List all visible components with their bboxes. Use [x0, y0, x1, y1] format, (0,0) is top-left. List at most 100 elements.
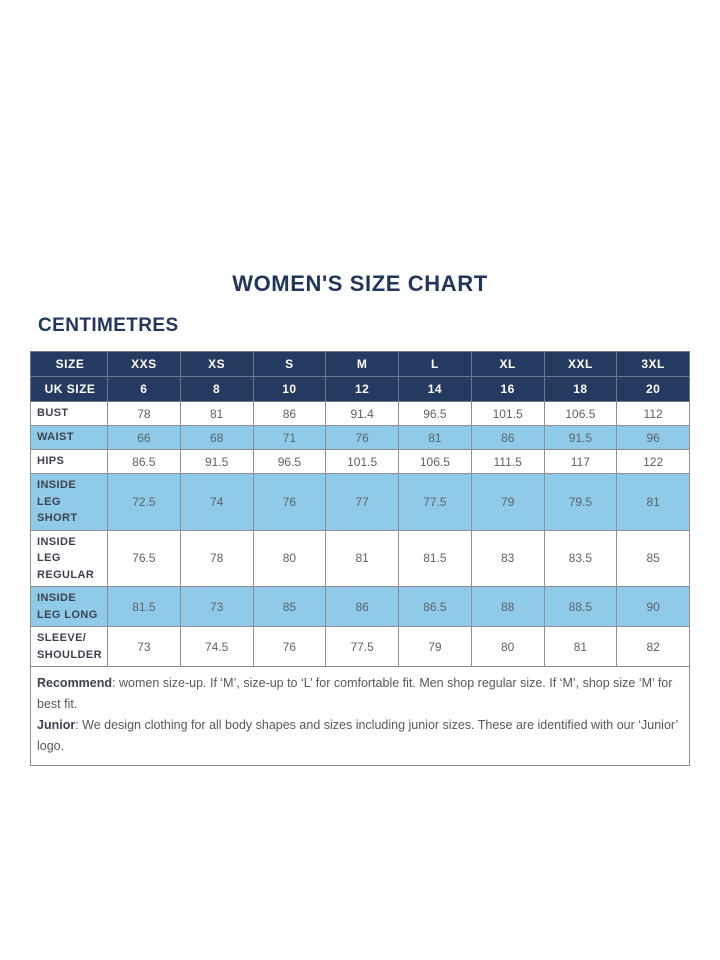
header-row: SIZE XXS XS S M L XL XXL 3XL: [30, 351, 690, 377]
size-value: 79: [398, 626, 472, 667]
size-value: L: [398, 351, 472, 377]
size-value: 83: [470, 529, 545, 587]
size-value: 76.5: [107, 529, 181, 587]
note-junior: Junior: We design clothing for all body …: [37, 715, 679, 757]
size-value: 96.5: [252, 449, 327, 474]
note-recommend-text: : women size-up. If ‘M’, size-up to ‘L’ …: [37, 676, 673, 711]
size-value: 88: [470, 586, 545, 627]
notes-row: Recommend: women size-up. If ‘M’, size-u…: [30, 666, 690, 766]
notes-cell: Recommend: women size-up. If ‘M’, size-u…: [30, 666, 690, 766]
size-value: 88.5: [543, 586, 618, 627]
size-value: 86.5: [398, 586, 472, 627]
size-value: 20: [616, 376, 690, 402]
row-label: SLEEVE/ SHOULDER: [30, 626, 108, 667]
size-value: 73: [179, 586, 254, 627]
page-title: WOMEN'S SIZE CHART: [232, 271, 488, 296]
size-value: 91.4: [325, 401, 399, 426]
size-value: 85: [616, 529, 690, 587]
row-label: INSIDE LEG LONG: [30, 586, 108, 627]
size-value: 106.5: [543, 401, 618, 426]
size-row: INSIDE LEG REGULAR 76.5 78 80 81 81.5 83 83.5 85: [30, 529, 690, 587]
size-value: 86: [252, 401, 327, 426]
size-chart-table: SIZE XXS XS S M L XL XXL 3XL UK SIZE 6 8 10 12 14 16 18 2…: [30, 351, 690, 766]
size-value: 78: [179, 529, 254, 587]
size-value: 91.5: [179, 449, 254, 474]
row-label: SIZE: [30, 351, 108, 377]
size-value: 81.5: [398, 529, 472, 587]
size-value: 96.5: [398, 401, 472, 426]
size-value: 14: [398, 376, 472, 402]
note-junior-label: Junior: [37, 718, 76, 732]
size-value: 82: [616, 626, 690, 667]
size-value: 81: [616, 473, 690, 531]
size-value: 81: [543, 626, 618, 667]
size-value: 74.5: [179, 626, 254, 667]
size-value: 86: [470, 425, 545, 450]
size-value: 6: [107, 376, 181, 402]
size-value: 101.5: [470, 401, 545, 426]
size-value: 66: [107, 425, 181, 450]
size-value: XXL: [543, 351, 618, 377]
size-value: 3XL: [616, 351, 690, 377]
size-value: 77.5: [325, 626, 399, 667]
size-value: 71: [252, 425, 327, 450]
size-row: SLEEVE/ SHOULDER 73 74.5 76 77.5 79 80 81 82: [30, 626, 690, 667]
size-value: 76: [325, 425, 399, 450]
size-value: 122: [616, 449, 690, 474]
size-value: 78: [107, 401, 181, 426]
size-value: 77: [325, 473, 399, 531]
size-value: 81: [398, 425, 472, 450]
size-value: 79: [470, 473, 545, 531]
size-value: 106.5: [398, 449, 472, 474]
size-value: 76: [252, 473, 327, 531]
row-label: WAIST: [30, 425, 108, 450]
size-value: 81.5: [107, 586, 181, 627]
size-value: 18: [543, 376, 618, 402]
size-value: 12: [325, 376, 399, 402]
size-value: 80: [252, 529, 327, 587]
size-value: 90: [616, 586, 690, 627]
size-row: HIPS 86.5 91.5 96.5 101.5 106.5 111.5 117 122: [30, 449, 690, 474]
size-value: 85: [252, 586, 327, 627]
size-value: 68: [179, 425, 254, 450]
size-value: 86: [325, 586, 399, 627]
size-row: INSIDE LEG SHORT 72.5 74 76 77 77.5 79 79.5 81: [30, 473, 690, 531]
size-value: 111.5: [470, 449, 545, 474]
row-label: HIPS: [30, 449, 108, 474]
size-value: 72.5: [107, 473, 181, 531]
size-value: 74: [179, 473, 254, 531]
header-row: UK SIZE 6 8 10 12 14 16 18 20: [30, 376, 690, 402]
size-value: 86.5: [107, 449, 181, 474]
row-label: BUST: [30, 401, 108, 426]
row-label: UK SIZE: [30, 376, 108, 402]
size-value: 80: [470, 626, 545, 667]
size-value: 101.5: [325, 449, 399, 474]
size-value: S: [252, 351, 327, 377]
size-chart-body: SIZE XXS XS S M L XL XXL 3XL UK SIZE 6 8 10 12 14 16 18 2…: [30, 351, 690, 667]
size-value: XL: [470, 351, 545, 377]
size-value: 83.5: [543, 529, 618, 587]
note-recommend-label: Recommend: [37, 676, 113, 690]
size-value: 77.5: [398, 473, 472, 531]
units-label: CENTIMETRES: [38, 315, 179, 336]
size-value: 16: [470, 376, 545, 402]
row-label: INSIDE LEG REGULAR: [30, 529, 108, 587]
size-chart-footnotes: Recommend: women size-up. If ‘M’, size-u…: [30, 666, 690, 766]
size-value: 96: [616, 425, 690, 450]
size-value: 81: [179, 401, 254, 426]
size-row: BUST 78 81 86 91.4 96.5 101.5 106.5 112: [30, 401, 690, 426]
size-row: WAIST 66 68 71 76 81 86 91.5 96: [30, 425, 690, 450]
size-value: 91.5: [543, 425, 618, 450]
size-value: XXS: [107, 351, 181, 377]
size-value: M: [325, 351, 399, 377]
note-junior-text: : We design clothing for all body shapes…: [37, 718, 678, 753]
row-label: INSIDE LEG SHORT: [30, 473, 108, 531]
size-value: 73: [107, 626, 181, 667]
size-value: 112: [616, 401, 690, 426]
size-value: 117: [543, 449, 618, 474]
size-value: XS: [179, 351, 254, 377]
note-recommend: Recommend: women size-up. If ‘M’, size-u…: [37, 673, 679, 715]
size-value: 76: [252, 626, 327, 667]
size-value: 81: [325, 529, 399, 587]
